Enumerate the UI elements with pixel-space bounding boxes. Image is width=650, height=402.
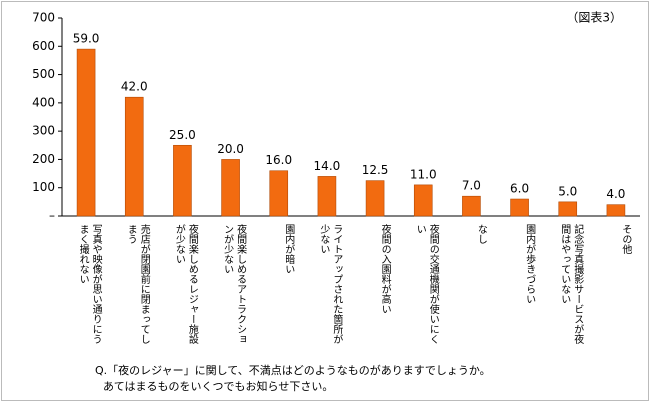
value-label: 42.0 <box>121 80 148 94</box>
bar <box>606 204 626 217</box>
value-label: 20.0 <box>217 142 244 156</box>
figure-label: （図表3） <box>566 11 622 25</box>
x-tick-label: 記念写真撮影サービスが夜間はやっていない <box>558 224 583 344</box>
x-tick-label: 夜間の交通機関が使いにくい <box>414 224 439 344</box>
bar <box>462 195 481 217</box>
y-tick-label: 100 <box>32 180 55 194</box>
value-label: 14.0 <box>314 159 341 173</box>
y-tick-label: 200 <box>32 152 55 166</box>
bar <box>124 96 144 217</box>
bar <box>317 176 337 217</box>
value-label: 11.0 <box>410 167 437 181</box>
bar <box>510 198 529 217</box>
value-label: 5.0 <box>558 184 577 198</box>
x-tick-label: 園内が暗い <box>282 224 294 274</box>
x-tick-label: 夜間の入園料が高い <box>379 224 391 314</box>
value-label: 6.0 <box>510 182 529 196</box>
bar <box>269 170 289 217</box>
y-tick-label: 300 <box>32 124 55 138</box>
x-tick-label: 写真や映像が思い通りにうまく撮れない <box>77 224 102 344</box>
value-label: 12.5 <box>362 163 389 177</box>
bar <box>413 184 433 217</box>
footnote: Q.「夜のレジャー」に関して、不満点はどのようなものがありますでしょうか。 <box>95 364 491 377</box>
x-tick-label: なし <box>475 224 487 244</box>
value-label: 4.0 <box>606 187 625 201</box>
bar <box>365 180 385 217</box>
value-label: 25.0 <box>169 128 196 142</box>
bar <box>173 144 192 217</box>
x-tick-label: ライトアップされた箇所が少ない <box>317 224 342 344</box>
bar <box>558 201 578 217</box>
x-tick-label: その他 <box>619 224 631 254</box>
value-label: 16.0 <box>265 153 292 167</box>
x-tick-label: 夜間楽しめるレジャー施設が少ない <box>173 224 198 344</box>
footnote: あてはまるものをいくつでもお知らせ下さい。 <box>103 380 334 393</box>
y-tick-label: – <box>49 209 55 223</box>
value-label: 7.0 <box>462 179 481 193</box>
y-tick-label: 400 <box>32 95 55 109</box>
y-tick-label: 500 <box>32 67 55 81</box>
bar <box>76 48 96 217</box>
y-tick-label: 600 <box>32 39 55 53</box>
x-tick-label: 売店が閉園前に閉まってしまう <box>125 224 150 344</box>
y-tick-label: 700 <box>32 11 55 25</box>
x-tick-label: 園内が歩きづらい <box>523 224 535 304</box>
x-tick-label: 夜間楽しめるアトラクションが少ない <box>221 224 246 344</box>
bar <box>221 159 240 217</box>
value-label: 59.0 <box>73 32 100 46</box>
